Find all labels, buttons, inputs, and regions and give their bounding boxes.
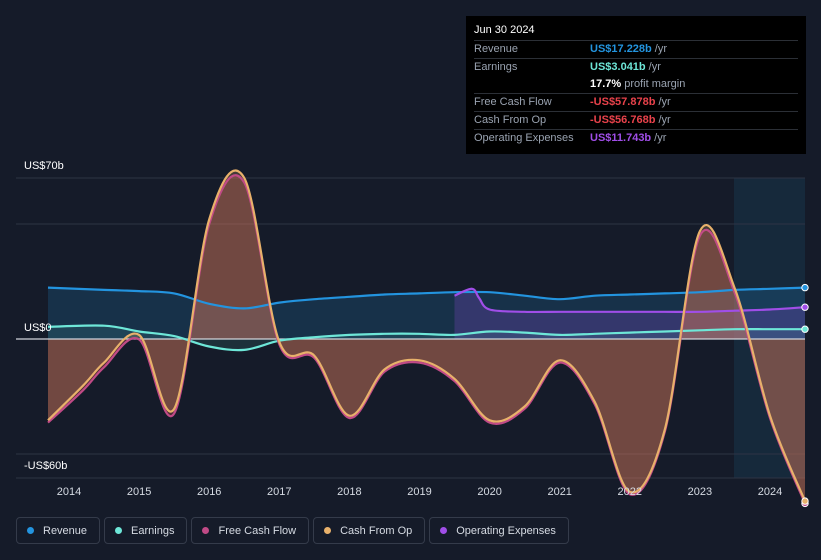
legend-label: Revenue (43, 524, 88, 537)
tooltip-row-margin: 17.7% profit margin (474, 76, 798, 94)
tooltip-label: Free Cash Flow (474, 96, 552, 108)
operating-expenses-end-point[interactable] (801, 303, 809, 311)
legend: Revenue Earnings Free Cash Flow Cash Fro… (16, 517, 569, 544)
earnings-dot-icon (115, 527, 123, 534)
legend-label: Cash From Op (340, 524, 413, 537)
legend-cash-from-op[interactable]: Cash From Op (313, 517, 426, 544)
legend-operating-expenses[interactable]: Operating Expenses (429, 517, 569, 544)
tooltip-value: US$11.743b (590, 132, 652, 144)
tooltip-value: US$17.228b (590, 43, 652, 55)
x-tick-label: 2017 (267, 486, 291, 498)
revenue-area (48, 287, 805, 340)
chart-area: 2014 2015 2016 2017 2018 2019 2020 2021 2022 2023… (16, 169, 809, 508)
cash-from-op-dot-icon (324, 527, 332, 534)
tooltip-label: Earnings (474, 61, 518, 73)
tooltip-unit: profit margin (624, 78, 686, 90)
tooltip-label (474, 76, 590, 93)
tooltip-row-opex: Operating Expenses US$11.743b /yr (474, 130, 798, 147)
operating-expenses-line (454, 287, 806, 314)
cash-from-op-area (48, 170, 805, 502)
legend-label: Operating Expenses (456, 524, 556, 537)
legend-label: Earnings (131, 524, 175, 537)
tooltip-panel: Jun 30 2024 Revenue US$17.228b /yr Earni… (466, 16, 806, 154)
x-tick-label: 2021 (547, 486, 571, 498)
x-tick-label: 2014 (57, 486, 81, 498)
earnings-end-point[interactable] (801, 325, 809, 333)
legend-free-cash-flow[interactable]: Free Cash Flow (191, 517, 310, 544)
tooltip-value: US$3.041b (590, 61, 646, 73)
cash-from-op-end-point[interactable] (801, 497, 809, 505)
cash-from-op-line (47, 169, 807, 502)
x-tick-label: 2019 (407, 486, 431, 498)
x-tick-label: 2016 (197, 486, 221, 498)
tooltip-unit: /yr (654, 132, 667, 144)
legend-label: Free Cash Flow (218, 524, 297, 537)
x-tick-label: 2015 (127, 486, 151, 498)
y-label-zero: US$0 (24, 322, 52, 334)
tooltip-value: -US$56.768b (590, 114, 656, 126)
tooltip-label: Cash From Op (474, 114, 547, 126)
x-tick-label: 2023 (688, 486, 712, 498)
free-cash-flow-dot-icon (202, 527, 210, 534)
legend-revenue[interactable]: Revenue (16, 517, 101, 544)
x-tick-label: 2018 (337, 486, 361, 498)
legend-earnings[interactable]: Earnings (104, 517, 188, 544)
tooltip-row-revenue: Revenue US$17.228b /yr (474, 41, 798, 59)
tooltip-unit: /yr (654, 43, 667, 55)
tooltip-label: Revenue (474, 43, 519, 55)
tooltip-unit: /yr (648, 61, 661, 73)
x-tick-label: 2022 (618, 486, 642, 498)
operating-expenses-area (454, 288, 805, 340)
y-label-top: US$70b (24, 160, 64, 172)
earnings-area (48, 325, 805, 351)
revenue-line (47, 286, 806, 310)
tooltip-date: Jun 30 2024 (474, 24, 798, 41)
x-tick-label: 2024 (758, 486, 782, 498)
x-tick-label: 2020 (477, 486, 501, 498)
tooltip-label: Operating Expenses (474, 132, 574, 144)
tooltip-row-earnings: Earnings US$3.041b /yr (474, 59, 798, 76)
tooltip-value: 17.7% (590, 78, 622, 90)
operating-expenses-dot-icon (440, 527, 448, 534)
tooltip-row-fcf: Free Cash Flow -US$57.878b /yr (474, 94, 798, 112)
free-cash-flow-area (48, 175, 805, 504)
tooltip-row-cfo: Cash From Op -US$56.768b /yr (474, 112, 798, 130)
tooltip-unit: /yr (658, 114, 671, 126)
tooltip-unit: /yr (658, 96, 671, 108)
y-label-bottom: -US$60b (24, 460, 68, 472)
revenue-end-point[interactable] (801, 283, 809, 292)
tooltip-value: -US$57.878b (590, 96, 656, 108)
revenue-dot-icon (27, 527, 34, 534)
